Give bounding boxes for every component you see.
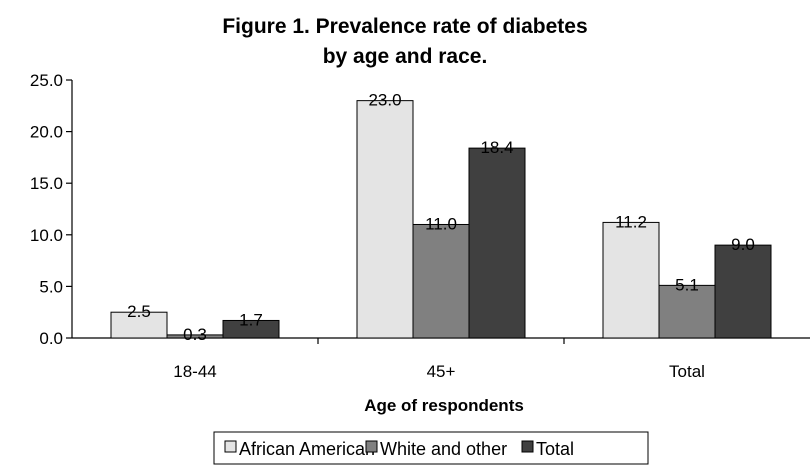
data-label: 18.4	[480, 138, 513, 157]
chart-title-line-2: by age and race.	[323, 45, 488, 68]
bar	[412, 223, 470, 339]
legend-swatch	[521, 440, 534, 453]
bar	[110, 311, 168, 339]
data-label: 1.7	[239, 310, 263, 329]
bars	[110, 100, 772, 339]
data-label: 2.5	[127, 302, 151, 321]
data-label: 11.0	[425, 214, 457, 233]
data-label: 5.1	[675, 275, 699, 294]
legend-box	[213, 431, 649, 465]
bar	[714, 244, 772, 339]
x-ticks: 18-44 45+ Total	[173, 338, 705, 381]
data-label: 23.0	[368, 91, 401, 110]
y-tick-label: 5.0	[39, 277, 63, 296]
data-label: 9.0	[731, 235, 755, 254]
legend-label: White and other	[380, 439, 507, 459]
x-tick-label: Total	[669, 362, 705, 381]
data-label: 11.2	[615, 212, 647, 231]
legend: African American White and other Total	[213, 431, 649, 465]
y-tick-label: 25.0	[30, 71, 63, 90]
legend-label: Total	[536, 439, 574, 459]
x-axis-label: Age of respondents	[364, 396, 524, 415]
bar	[222, 319, 280, 339]
data-labels: 2.5 0.3 1.7 23.0 11.0 18.4 11.2 5.1 9.0	[127, 91, 755, 344]
bar	[658, 284, 716, 339]
y-tick-label: 20.0	[30, 123, 63, 142]
chart-title-line-1: Figure 1. Prevalence rate of diabetes	[222, 15, 587, 38]
legend-label: African American	[239, 439, 375, 459]
y-ticks: 0.0 5.0 10.0 15.0 20.0 25.0	[30, 71, 72, 348]
legend-swatch	[365, 440, 378, 453]
bar	[468, 147, 526, 339]
bar	[356, 100, 414, 339]
x-tick-label: 45+	[427, 362, 456, 381]
y-tick-label: 0.0	[39, 329, 63, 348]
y-tick-label: 15.0	[30, 174, 63, 193]
legend-swatch	[224, 440, 237, 453]
data-label: 0.3	[183, 325, 207, 344]
bar	[602, 221, 660, 339]
x-tick-label: 18-44	[173, 362, 216, 381]
y-tick-label: 10.0	[30, 226, 63, 245]
